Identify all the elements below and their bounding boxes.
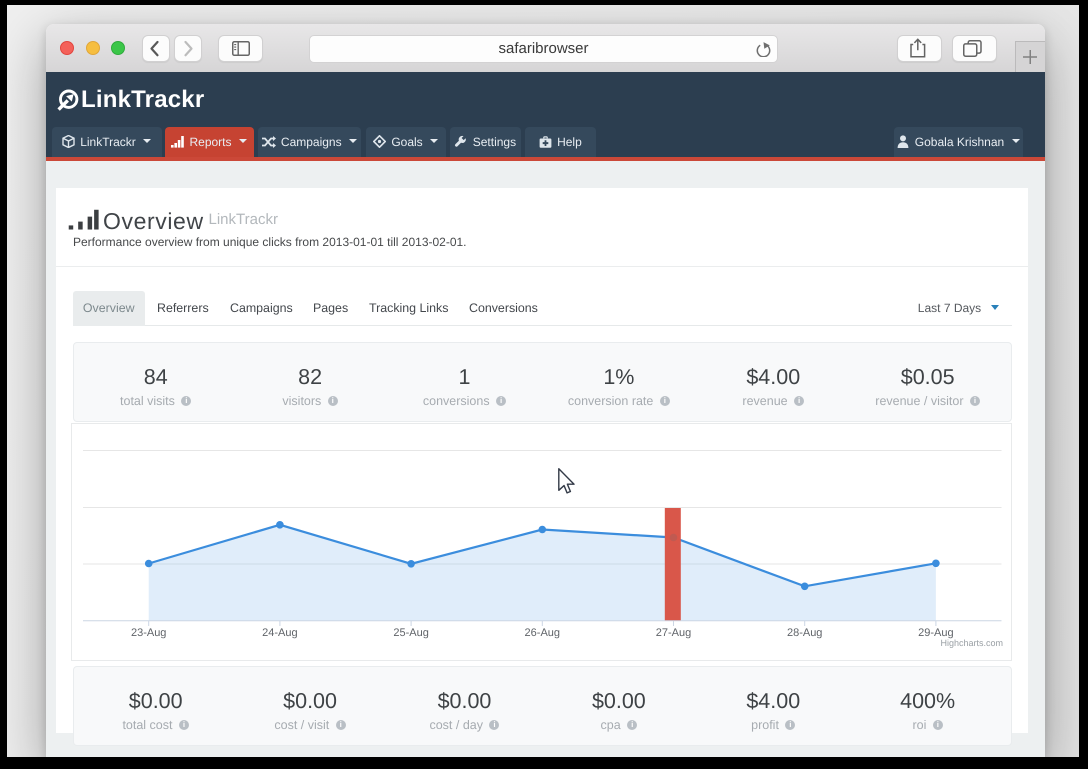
- svg-text:23-Aug: 23-Aug: [131, 627, 166, 639]
- svg-text:Highcharts.com: Highcharts.com: [940, 638, 1003, 648]
- svg-text:24-Aug: 24-Aug: [262, 627, 297, 639]
- svg-text:29-Aug: 29-Aug: [918, 627, 953, 639]
- svg-text:27-Aug: 27-Aug: [656, 627, 691, 639]
- svg-text:25-Aug: 25-Aug: [393, 627, 428, 639]
- svg-text:28-Aug: 28-Aug: [787, 627, 822, 639]
- svg-text:26-Aug: 26-Aug: [525, 627, 560, 639]
